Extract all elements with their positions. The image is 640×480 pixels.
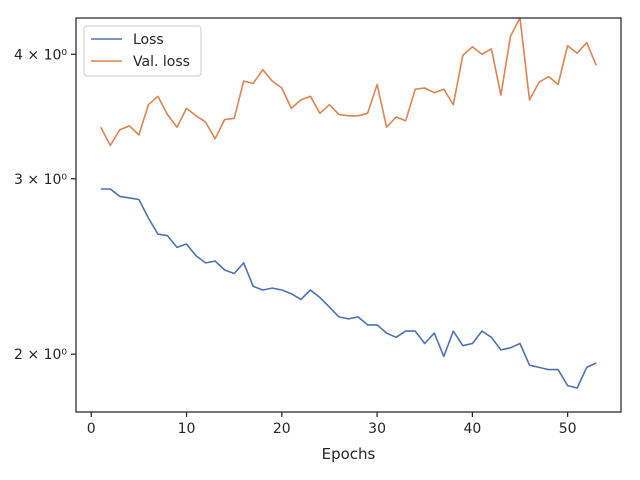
x-tick-label: 0 (87, 421, 96, 437)
series-layer (100, 17, 597, 389)
x-tick-label: 10 (178, 421, 196, 437)
x-tick-label: 20 (273, 421, 291, 437)
plot-frame (75, 17, 622, 413)
y-tick-label: 2 × 10⁰ (14, 347, 67, 363)
x-axis-label: Epochs (322, 445, 376, 463)
legend: Loss Val. loss (83, 25, 202, 77)
x-tick-label: 40 (463, 421, 481, 437)
series-line-1 (100, 17, 597, 147)
x-tick-label: 30 (368, 421, 386, 437)
x-axis: 0 10 20 30 40 50 (87, 412, 577, 437)
y-tick-label: 4 × 10⁰ (14, 47, 67, 63)
y-axis: 2 × 10⁰ 3 × 10⁰ 4 × 10⁰ (14, 47, 76, 363)
y-tick-label: 3 × 10⁰ (14, 172, 67, 188)
legend-label-val-loss: Val. loss (133, 54, 190, 70)
series-line-0 (100, 188, 597, 389)
legend-label-loss: Loss (133, 32, 164, 48)
x-tick-label: 50 (559, 421, 577, 437)
